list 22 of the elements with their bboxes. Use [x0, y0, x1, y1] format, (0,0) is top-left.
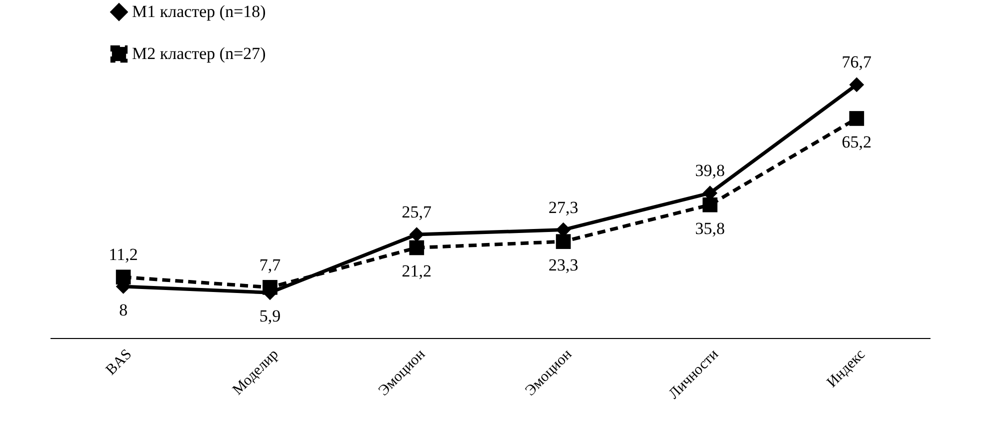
point	[702, 197, 718, 212]
point	[262, 280, 278, 295]
data-label: 39,8	[695, 161, 725, 180]
data-label: 23,3	[548, 256, 578, 275]
legend-label: М1 кластер (n=18)	[132, 2, 266, 21]
point	[409, 240, 424, 256]
data-label: 7,7	[259, 255, 282, 274]
point	[409, 227, 424, 242]
point	[849, 77, 864, 92]
data-label: 65,2	[842, 132, 872, 152]
data-label: 11,2	[108, 245, 138, 264]
data-label: 27,3	[548, 198, 578, 217]
data-label: 35,8	[695, 218, 725, 238]
data-label: 25,7	[402, 202, 432, 222]
point	[116, 270, 131, 285]
data-label: 76,7	[842, 52, 872, 72]
data-label: 8	[119, 300, 128, 320]
data-label: 5,9	[259, 306, 281, 326]
point	[849, 111, 864, 126]
point	[556, 234, 571, 249]
legend-label: М2 кластер (n=27)	[132, 44, 266, 63]
data-label: 21,2	[402, 262, 432, 281]
